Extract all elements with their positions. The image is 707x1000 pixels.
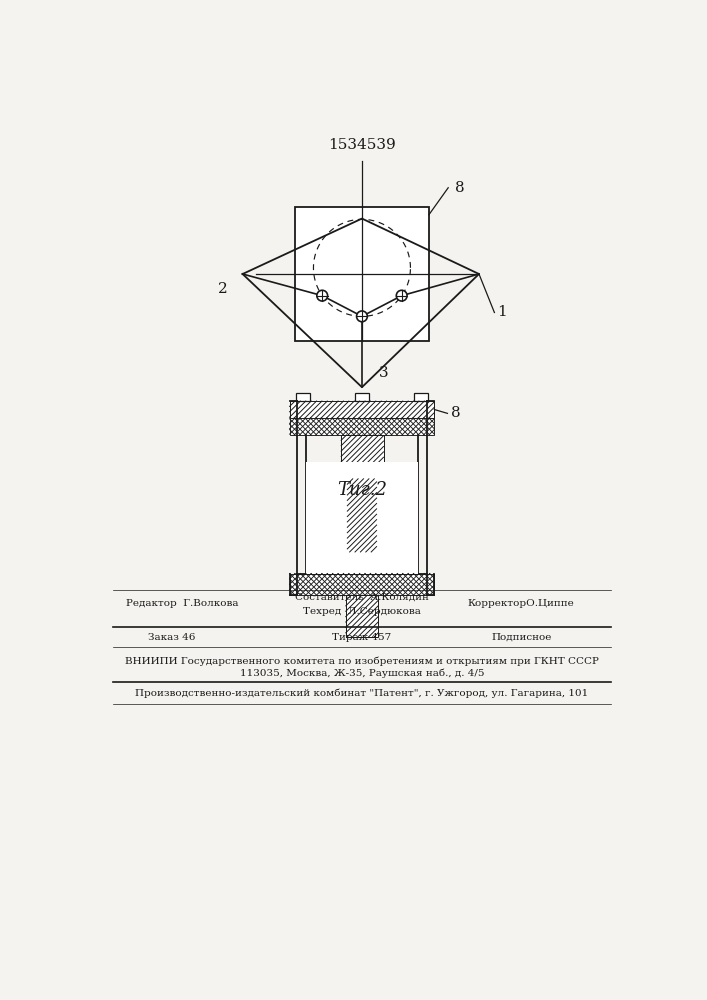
Bar — [290, 574, 434, 595]
Bar — [295, 207, 429, 341]
Text: 8: 8 — [455, 181, 464, 195]
Text: Производственно-издательский комбинат "Патент", г. Ужгород, ул. Гагарина, 101: Производственно-издательский комбинат "П… — [135, 688, 588, 698]
Text: Τиг.2: Τиг.2 — [337, 481, 387, 499]
Circle shape — [356, 311, 368, 322]
Text: Заказ 46: Заказ 46 — [148, 633, 195, 642]
Text: КорректорО.Циппе: КорректорО.Циппе — [468, 599, 575, 608]
Text: Техред  Л.Сердюкова: Техред Л.Сердюкова — [303, 607, 421, 616]
Text: Составитель  А.Колядин: Составитель А.Колядин — [295, 593, 429, 602]
Text: Тираж 457: Тираж 457 — [332, 633, 392, 642]
Bar — [296, 393, 310, 401]
Circle shape — [317, 290, 327, 301]
Text: Подписное: Подписное — [491, 633, 551, 642]
Text: 1: 1 — [497, 306, 506, 320]
Bar — [355, 393, 369, 401]
Bar — [346, 595, 378, 637]
Text: 1534539: 1534539 — [328, 138, 396, 152]
Bar — [414, 393, 428, 401]
Text: ВНИИПИ Государственного комитета по изобретениям и открытиям при ГКНТ СССР: ВНИИПИ Государственного комитета по изоб… — [125, 657, 599, 666]
Text: Редактор  Г.Волкова: Редактор Г.Волкова — [127, 599, 239, 608]
Text: 8: 8 — [451, 406, 461, 420]
Text: 113035, Москва, Ж-35, Раушская наб., д. 4/5: 113035, Москва, Ж-35, Раушская наб., д. … — [240, 668, 484, 678]
Circle shape — [397, 290, 407, 301]
Bar — [347, 479, 377, 552]
Bar — [290, 401, 434, 418]
Text: 3: 3 — [379, 366, 389, 380]
Bar — [341, 435, 383, 462]
Bar — [290, 418, 434, 435]
Bar — [305, 462, 418, 574]
Text: 2: 2 — [218, 282, 227, 296]
